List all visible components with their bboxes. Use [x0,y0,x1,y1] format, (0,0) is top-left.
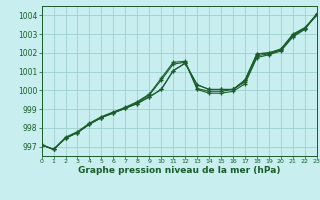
X-axis label: Graphe pression niveau de la mer (hPa): Graphe pression niveau de la mer (hPa) [78,166,280,175]
